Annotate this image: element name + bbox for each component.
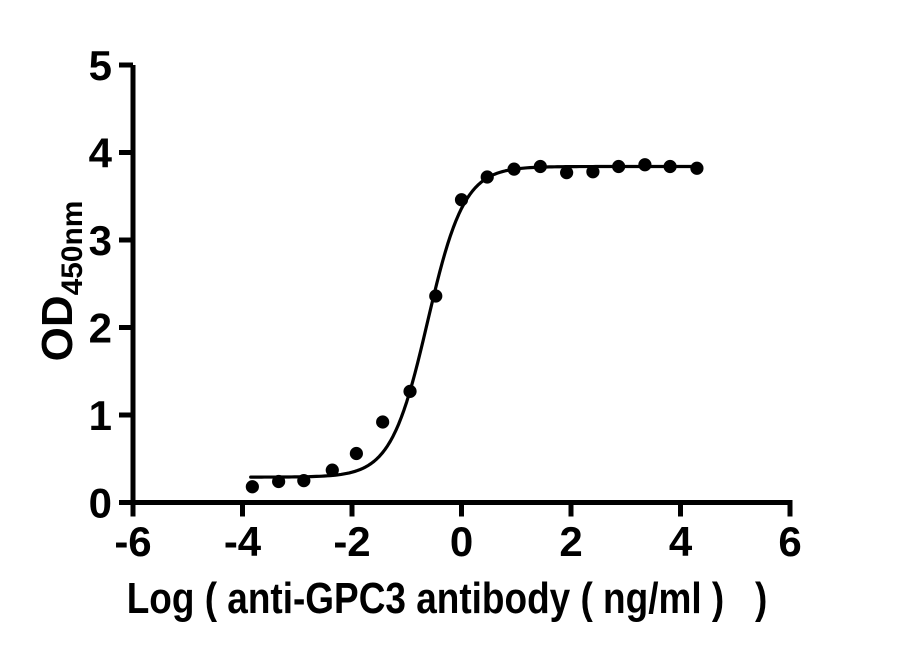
- x-tick-label: -2: [333, 518, 370, 565]
- data-point: [454, 193, 469, 207]
- y-tick-label: 5: [89, 42, 112, 89]
- x-tick-label: -6: [114, 518, 151, 565]
- y-tick-label: 1: [89, 392, 112, 439]
- fit-curve: [249, 164, 699, 479]
- y-tick-label: 0: [89, 480, 112, 527]
- data-point: [245, 480, 259, 494]
- data-point: [638, 158, 652, 172]
- x-tick-label: 4: [669, 518, 693, 565]
- data-point: [586, 165, 600, 179]
- data-point: [349, 446, 363, 461]
- y-axis-title: OD450nm: [33, 200, 89, 362]
- data-point: [376, 415, 390, 429]
- x-axis-title: Log ( anti-GPC3 antibody ( ng/ml ) ): [126, 574, 768, 623]
- x-tick-label: 6: [778, 518, 801, 565]
- data-point: [429, 289, 443, 303]
- data-point: [272, 474, 286, 489]
- data-point: [297, 474, 311, 488]
- data-point: [533, 159, 547, 174]
- y-axis-title-main: OD: [33, 295, 83, 362]
- x-tick-label: -4: [224, 518, 262, 565]
- data-point: [507, 162, 521, 176]
- y-tick-label: 3: [89, 217, 112, 264]
- y-tick-label: 2: [89, 305, 112, 352]
- y-tick-label: 4: [89, 130, 113, 177]
- data-point: [690, 161, 704, 175]
- x-tick-label: 0: [450, 518, 473, 565]
- data-point: [663, 159, 677, 174]
- data-point: [612, 159, 626, 174]
- x-tick-label: 2: [559, 518, 582, 565]
- data-point: [403, 384, 417, 398]
- y-axis-title-subscript: 450nm: [55, 200, 89, 296]
- data-point: [480, 170, 494, 184]
- data-point: [325, 463, 339, 477]
- data-point: [560, 166, 574, 180]
